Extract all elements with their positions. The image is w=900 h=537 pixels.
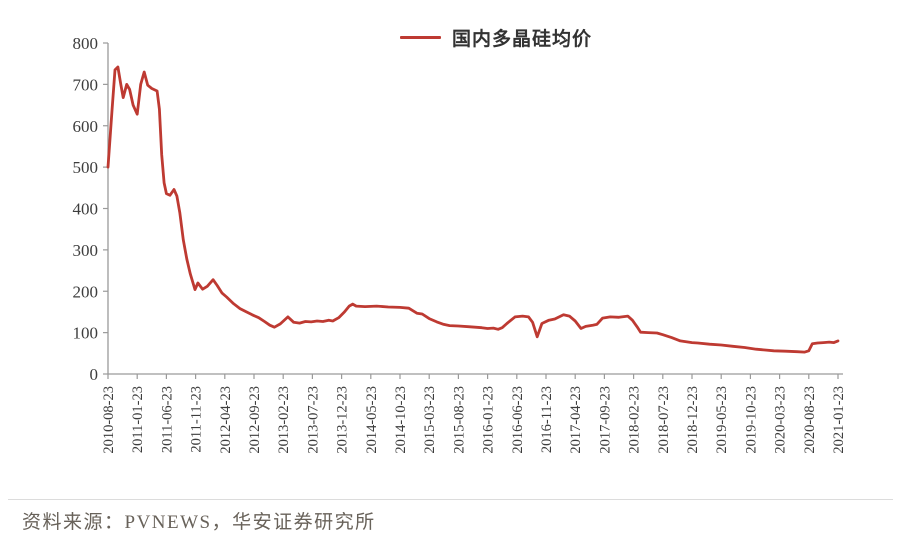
x-tick-label: 2011-11-23 [189, 386, 205, 453]
x-tick-label: 2019-10-23 [743, 386, 759, 454]
x-tick-label: 2018-12-23 [685, 386, 701, 454]
x-tick-label: 2019-05-23 [714, 386, 730, 454]
x-tick-label: 2018-07-23 [656, 386, 672, 454]
x-tick-label: 2015-03-23 [422, 386, 438, 454]
y-tick-label: 300 [73, 241, 99, 260]
x-tick-label: 2013-02-23 [276, 386, 292, 454]
source-note: 资料来源：PVNEWS，华安证券研究所 [22, 512, 376, 533]
x-tick-label: 2012-09-23 [247, 386, 263, 454]
y-tick-label: 400 [73, 200, 99, 219]
x-tick-label: 2013-12-23 [335, 386, 351, 454]
legend-line-swatch [400, 36, 441, 39]
y-tick-label: 700 [73, 75, 99, 94]
x-tick-label: 2015-08-23 [451, 386, 467, 454]
x-tick-label: 2014-05-23 [364, 386, 380, 454]
x-tick-label: 2013-07-23 [305, 386, 321, 454]
price-series-line [106, 65, 840, 354]
x-tick-label: 2011-06-23 [159, 386, 175, 453]
x-tick-label: 2017-04-23 [568, 386, 584, 454]
y-tick-label: 600 [73, 117, 99, 136]
x-tick-label: 2016-01-23 [481, 386, 497, 454]
x-tick-label: 2010-08-23 [101, 386, 117, 454]
x-tick-label: 2011-01-23 [130, 386, 146, 453]
legend: 国内多晶硅均价 [400, 24, 592, 51]
x-tick-label: 2020-03-23 [773, 386, 789, 454]
x-tick-label: 2021-01-23 [831, 386, 847, 454]
x-tick-label: 2020-08-23 [802, 386, 818, 454]
legend-label: 国内多晶硅均价 [452, 29, 593, 50]
y-tick-label: 100 [73, 324, 99, 343]
x-tick-label: 2016-11-23 [539, 386, 555, 453]
y-tick-label: 500 [73, 158, 99, 177]
x-tick-label: 2012-04-23 [218, 386, 234, 454]
x-tick-label: 2017-09-23 [597, 386, 613, 454]
x-tick-label: 2014-10-23 [393, 386, 409, 454]
y-tick-label: 200 [73, 282, 99, 301]
y-tick-label: 800 [73, 34, 99, 53]
footer-divider [8, 499, 893, 500]
x-tick-label: 2016-06-23 [510, 386, 526, 454]
y-tick-label: 0 [90, 365, 99, 384]
x-tick-label: 2018-02-23 [627, 386, 643, 454]
